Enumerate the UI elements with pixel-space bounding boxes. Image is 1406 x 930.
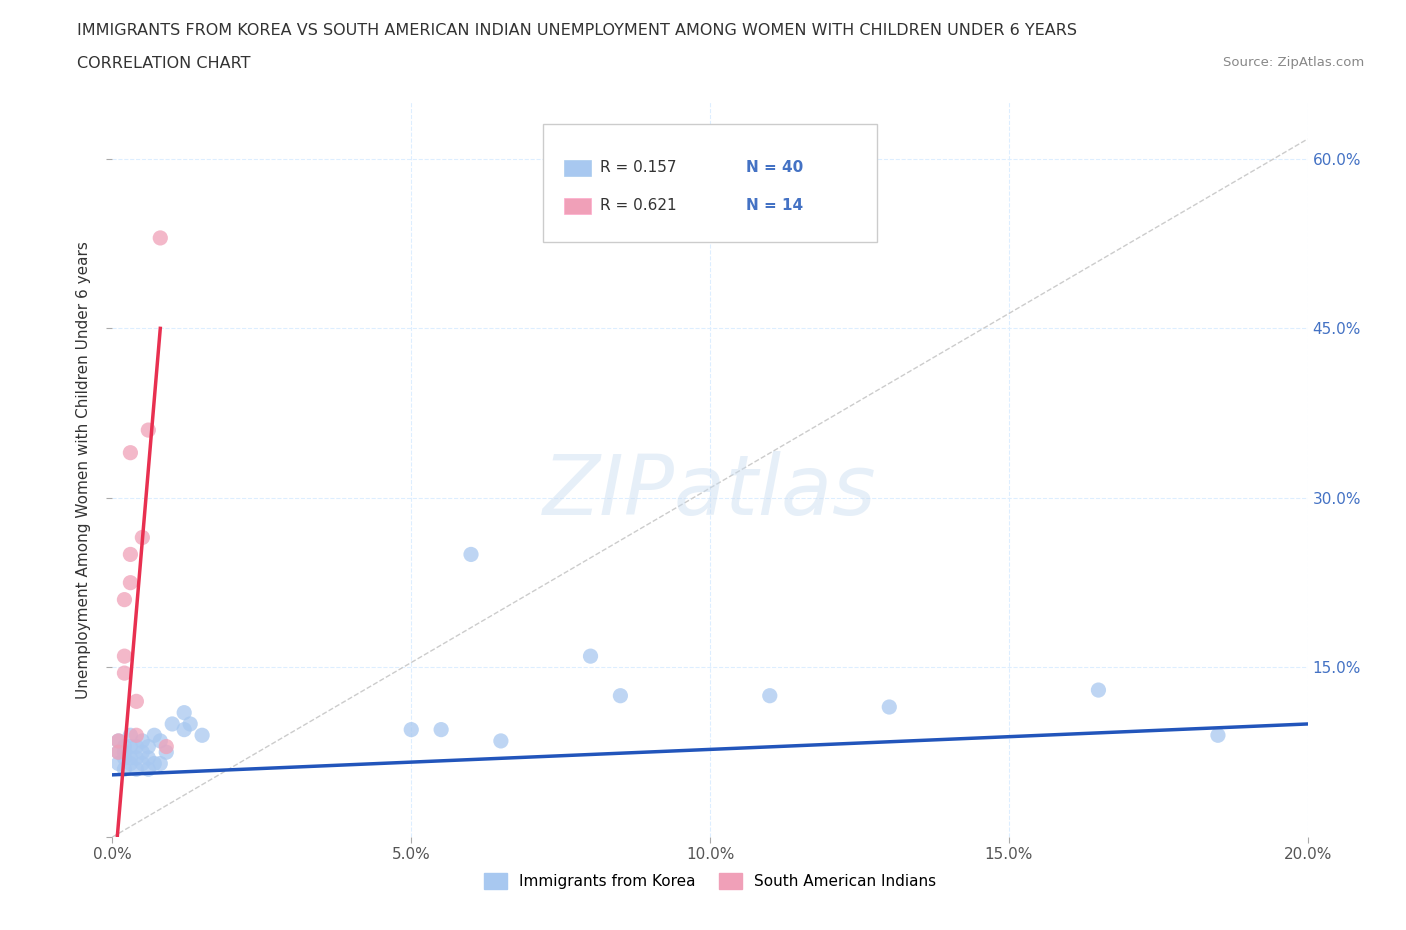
Point (162, 716, 183, 731)
Point (138, 762, 160, 777)
Point (191, 728, 214, 743)
Point (609, 688, 631, 703)
Point (155, 745, 177, 760)
Point (114, 762, 135, 777)
Point (107, 745, 129, 760)
Point (149, 734, 172, 749)
Point (155, 739, 177, 754)
Point (114, 745, 135, 760)
Point (143, 728, 166, 743)
Text: Source: ZipAtlas.com: Source: ZipAtlas.com (1223, 56, 1364, 69)
Point (149, 231, 172, 246)
Point (107, 734, 129, 749)
Point (143, 756, 166, 771)
Point (489, 734, 512, 749)
Point (114, 666, 135, 681)
Point (1087, 683, 1109, 698)
Point (460, 547, 482, 562)
Point (125, 762, 148, 777)
Text: CORRELATION CHART: CORRELATION CHART (77, 56, 250, 71)
FancyBboxPatch shape (543, 125, 877, 242)
FancyBboxPatch shape (564, 160, 591, 176)
Point (173, 723, 195, 737)
Point (173, 705, 195, 720)
Point (120, 751, 142, 765)
Point (1206, 728, 1229, 743)
Point (131, 745, 153, 760)
Point (125, 728, 148, 743)
Point (114, 649, 135, 664)
Text: N = 40: N = 40 (747, 160, 803, 175)
Point (120, 728, 142, 743)
Point (179, 716, 201, 731)
Text: ZIPatlas: ZIPatlas (543, 451, 877, 532)
Point (131, 530, 153, 545)
Point (125, 694, 148, 709)
FancyBboxPatch shape (564, 198, 591, 214)
Point (114, 592, 135, 607)
Point (120, 576, 142, 591)
Point (430, 723, 453, 737)
Point (107, 734, 129, 749)
Point (120, 756, 142, 771)
Point (138, 739, 160, 754)
Legend: Immigrants from Korea, South American Indians: Immigrants from Korea, South American In… (478, 868, 942, 896)
Point (131, 734, 153, 749)
Point (149, 756, 172, 771)
Point (120, 739, 142, 754)
Point (138, 422, 160, 437)
Text: R = 0.621: R = 0.621 (600, 198, 676, 213)
Point (138, 751, 160, 765)
Point (579, 649, 602, 664)
Point (759, 688, 782, 703)
Point (131, 756, 153, 771)
Point (107, 756, 129, 771)
Point (879, 699, 901, 714)
Text: N = 14: N = 14 (747, 198, 803, 213)
Point (401, 723, 423, 737)
Point (125, 739, 148, 754)
Point (114, 739, 135, 754)
Point (107, 745, 129, 760)
Point (120, 547, 142, 562)
Y-axis label: Unemployment Among Women with Children Under 6 years: Unemployment Among Women with Children U… (76, 241, 91, 698)
Point (125, 751, 148, 765)
Text: R = 0.157: R = 0.157 (600, 160, 676, 175)
Point (120, 445, 142, 460)
Text: IMMIGRANTS FROM KOREA VS SOUTH AMERICAN INDIAN UNEMPLOYMENT AMONG WOMEN WITH CHI: IMMIGRANTS FROM KOREA VS SOUTH AMERICAN … (77, 23, 1077, 38)
Point (114, 751, 135, 765)
